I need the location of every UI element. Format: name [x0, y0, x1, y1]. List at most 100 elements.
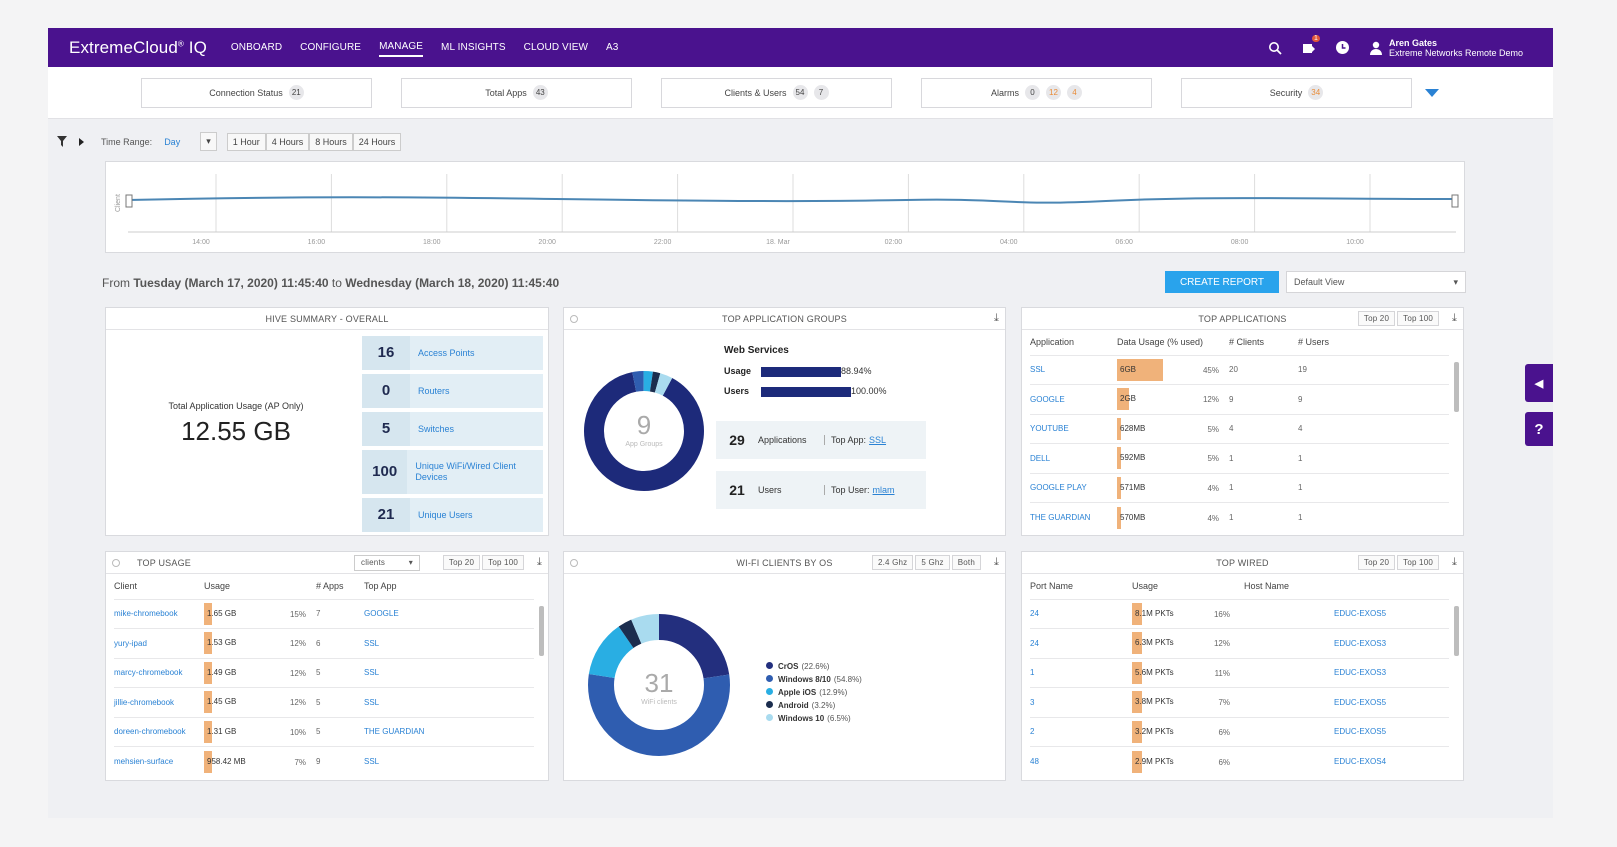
nav-a3[interactable]: A3 [606, 42, 619, 53]
range-24-hours-button[interactable]: 24 Hours [352, 132, 402, 151]
legend-item[interactable]: Windows 8/10 (54.8%) [766, 673, 862, 686]
settings-icon[interactable] [112, 558, 120, 567]
port-link[interactable]: 48 [1030, 746, 1132, 776]
hive-row-access-points[interactable]: 16 Access Points [362, 336, 543, 370]
host-link[interactable]: EDUC-EXOS5 [1244, 687, 1449, 717]
range-8-hours-button[interactable]: 8 Hours [309, 132, 353, 151]
help-button[interactable]: ? [1525, 412, 1553, 446]
top-100-button[interactable]: Top 100 [482, 555, 524, 570]
table-row[interactable]: jillie-chromebook 1.45 GB 12% 5 SSL [114, 687, 534, 717]
host-link[interactable]: EDUC-EXOS5 [1244, 598, 1449, 629]
scrollbar[interactable] [1454, 606, 1459, 656]
host-link[interactable]: EDUC-EXOS3 [1244, 628, 1449, 658]
top-20-button[interactable]: Top 20 [1357, 311, 1396, 326]
table-row[interactable]: mehsien-surface 958.42 MB 7% 9 SSL [114, 746, 534, 776]
download-icon[interactable]: ⤓ [536, 556, 542, 568]
app-link[interactable]: SSL [1030, 354, 1117, 385]
band-5-button[interactable]: 5 Ghz [915, 555, 950, 570]
table-row[interactable]: 48 2.9M PKTs 6% EDUC-EXOS4 [1030, 746, 1449, 776]
table-row[interactable]: 3 3.8M PKTs 7% EDUC-EXOS5 [1030, 687, 1449, 717]
table-row[interactable]: marcy-chromebook 1.49 GB 12% 5 SSL [114, 657, 534, 688]
summary-clients-users[interactable]: Clients & Users 54 7 [661, 77, 892, 108]
settings-icon[interactable] [570, 314, 578, 323]
legend-item[interactable]: CrOS (22.6%) [766, 660, 862, 673]
summary-total-apps[interactable]: Total Apps 43 [401, 77, 632, 108]
top-100-button[interactable]: Top 100 [1397, 311, 1439, 326]
download-icon[interactable]: ⤓ [993, 312, 999, 324]
table-row[interactable]: GOOGLE 2GB 12% 9 9 [1030, 384, 1449, 414]
port-link[interactable]: 24 [1030, 628, 1132, 658]
top-20-button[interactable]: Top 20 [442, 555, 481, 570]
settings-icon[interactable] [570, 558, 578, 567]
table-row[interactable]: SSL 6GB 45% 20 19 [1030, 354, 1449, 385]
notifications-icon[interactable]: 1 [1301, 34, 1320, 56]
download-icon[interactable]: ⤓ [1451, 312, 1457, 324]
client-link[interactable]: jillie-chromebook [114, 687, 204, 717]
band-both-button[interactable]: Both [951, 555, 981, 570]
top-app-link[interactable]: GOOGLE [364, 598, 534, 629]
summary-alarms[interactable]: Alarms 0 12 4 [921, 77, 1152, 108]
table-row[interactable]: mike-chromebook 1.65 GB 15% 7 GOOGLE [114, 598, 534, 629]
host-link[interactable]: EDUC-EXOS5 [1244, 716, 1449, 747]
usage-type-select[interactable]: clients ▾ [354, 554, 420, 571]
table-row[interactable]: 24 6.3M PKTs 12% EDUC-EXOS3 [1030, 628, 1449, 658]
table-row[interactable]: 2 3.2M PKTs 6% EDUC-EXOS5 [1030, 716, 1449, 747]
table-row[interactable]: GOOGLE PLAY 571MB 4% 1 1 [1030, 472, 1449, 503]
download-icon[interactable]: ⤓ [993, 556, 999, 568]
table-row[interactable]: 24 8.1M PKTs 16% EDUC-EXOS5 [1030, 598, 1449, 629]
brand-logo[interactable]: ExtremeCloud® IQ [69, 37, 207, 57]
client-link[interactable]: mehsien-surface [114, 746, 204, 776]
search-icon[interactable] [1267, 40, 1283, 56]
client-link[interactable]: marcy-chromebook [114, 657, 204, 688]
nav-manage[interactable]: MANAGE [379, 38, 424, 57]
legend-item[interactable]: Apple iOS (12.9%) [766, 686, 862, 699]
top-app-link[interactable]: SSL [364, 687, 534, 717]
table-row[interactable]: DELL 592MB 5% 1 1 [1030, 443, 1449, 473]
app-link[interactable]: YOUTUBE [1030, 413, 1117, 444]
expand-summary-icon[interactable] [1425, 88, 1439, 97]
band-2-4-button[interactable]: 2.4 Ghz [871, 555, 914, 570]
top-app-link[interactable]: SSL [364, 746, 534, 776]
scrollbar[interactable] [539, 606, 544, 656]
app-groups-donut[interactable]: 9 App Groups [579, 366, 709, 496]
time-range-dropdown[interactable]: ▾ [200, 132, 217, 151]
legend-item[interactable]: Windows 10 (6.5%) [766, 712, 862, 725]
summary-security[interactable]: Security 34 [1181, 77, 1412, 108]
nav-onboard[interactable]: ONBOARD [230, 42, 283, 53]
top-app-link[interactable]: SSL [869, 435, 887, 445]
port-link[interactable]: 1 [1030, 657, 1132, 688]
user-menu[interactable]: Aren Gates Extreme Networks Remote Demo [1369, 38, 1523, 58]
clock-icon[interactable] [1335, 40, 1351, 56]
download-icon[interactable]: ⤓ [1451, 556, 1457, 568]
hive-row-switches[interactable]: 5 Switches [362, 412, 543, 446]
collapse-panel-button[interactable]: ◀ [1525, 364, 1553, 402]
table-row[interactable]: YOUTUBE 628MB 5% 4 4 [1030, 413, 1449, 444]
host-link[interactable]: EDUC-EXOS3 [1244, 657, 1449, 688]
create-report-button[interactable]: CREATE REPORT [1165, 271, 1279, 293]
top-user-link[interactable]: mlam [872, 485, 895, 495]
legend-item[interactable]: Android (3.2%) [766, 699, 862, 712]
nav-cloud-view[interactable]: CLOUD VIEW [523, 42, 589, 53]
client-link[interactable]: doreen-chromebook [114, 716, 204, 747]
os-slice[interactable] [588, 614, 730, 756]
view-select[interactable]: Default View ▾ [1286, 271, 1466, 293]
range-4-hours-button[interactable]: 4 Hours [265, 132, 310, 151]
top-20-button[interactable]: Top 20 [1357, 555, 1396, 570]
client-link[interactable]: yury-ipad [114, 628, 204, 658]
summary-connection-status[interactable]: Connection Status 21 [141, 77, 372, 108]
filter-icon[interactable] [57, 135, 71, 148]
port-link[interactable]: 24 [1030, 598, 1132, 629]
scrollbar[interactable] [1454, 362, 1459, 412]
app-link[interactable]: GOOGLE PLAY [1030, 472, 1117, 503]
timeline-left-handle[interactable] [125, 194, 133, 208]
timeline-right-handle[interactable] [1451, 194, 1459, 208]
client-link[interactable]: mike-chromebook [114, 598, 204, 629]
nav-ml-insights[interactable]: ML INSIGHTS [441, 42, 506, 53]
table-row[interactable]: THE GUARDIAN 570MB 4% 1 1 [1030, 502, 1449, 532]
top-100-button[interactable]: Top 100 [1397, 555, 1439, 570]
time-range-select[interactable]: Day [164, 136, 181, 147]
range-1-hour-button[interactable]: 1 Hour [226, 132, 266, 151]
port-link[interactable]: 3 [1030, 687, 1132, 717]
app-link[interactable]: DELL [1030, 443, 1117, 473]
hive-row-client-devices[interactable]: 100 Unique WiFi/Wired Client Devices [362, 450, 543, 494]
